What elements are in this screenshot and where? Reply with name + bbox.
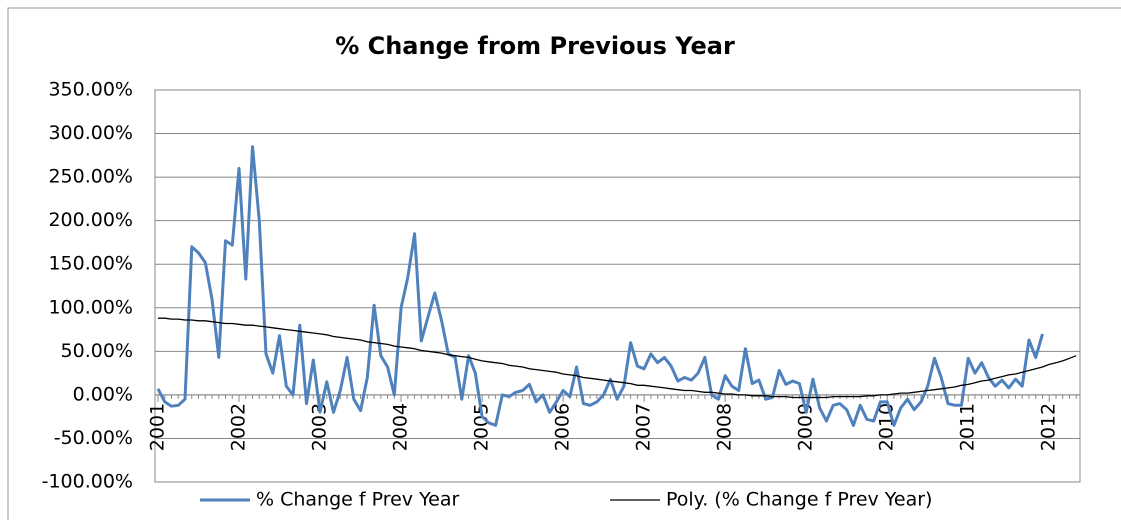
x-tick-label: 2006 [552,403,574,451]
y-tick-label: 200.00% [48,209,133,231]
x-tick-label: 2005 [471,403,493,451]
y-tick-label: -50.00% [54,427,133,449]
legend-label: % Change f Prev Year [256,489,460,511]
x-tick-label: 2002 [228,403,250,451]
x-tick-label: 2009 [795,403,817,451]
x-tick-label: 2003 [309,403,331,451]
series-line [158,317,1077,399]
plot-area [154,89,1081,483]
y-tick-label: 150.00% [48,253,133,275]
y-tick-label: 0.00% [73,383,133,405]
x-tick-label: 2011 [957,403,979,451]
x-tick-label: 2001 [147,403,169,451]
y-tick-label: -100.00% [42,471,133,493]
x-tick-label: 2008 [714,403,736,451]
y-tick-label: 50.00% [61,340,133,362]
y-tick-label: 300.00% [48,122,133,144]
y-tick-label: 250.00% [48,166,133,188]
y-tick-label: 100.00% [48,296,133,318]
series-line [156,145,1044,427]
x-tick-label: 2004 [390,403,412,451]
x-tick-label: 2007 [633,403,655,451]
chart-title: % Change from Previous Year [335,32,735,60]
legend-label: Poly. (% Change f Prev Year) [666,489,932,511]
x-tick-label: 2012 [1038,403,1060,451]
y-tick-label: 350.00% [48,79,133,101]
